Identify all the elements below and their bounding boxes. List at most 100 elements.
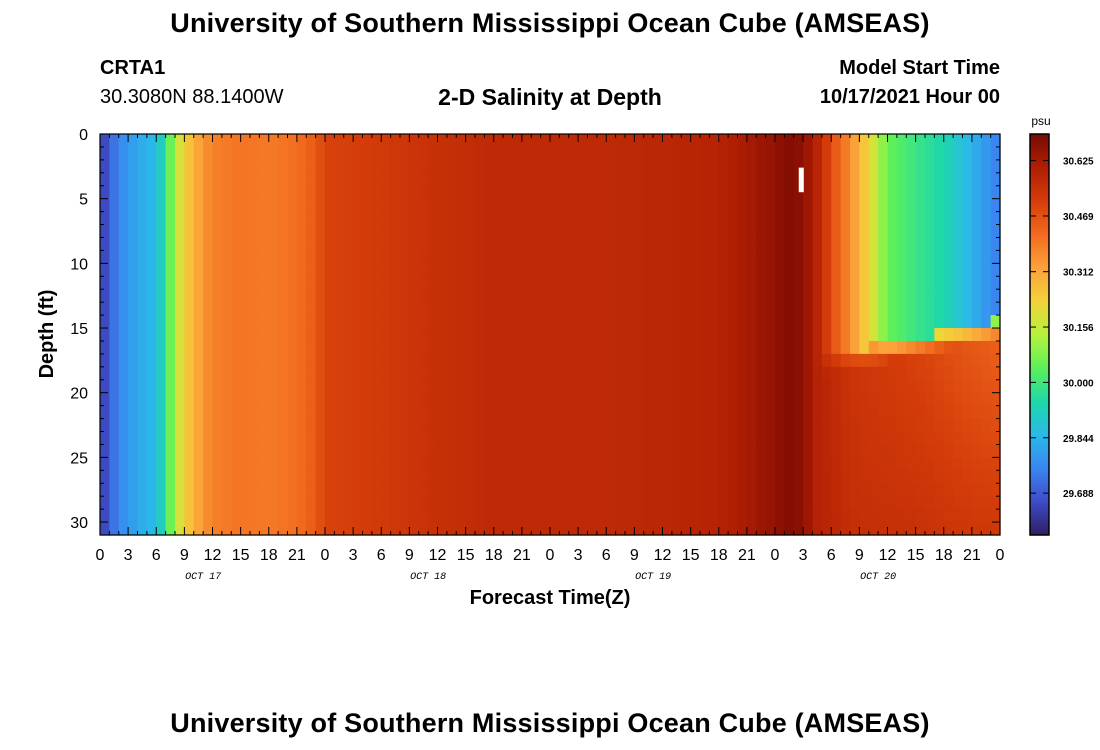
heatmap-cell — [296, 172, 307, 187]
heatmap-cell — [428, 211, 439, 226]
heatmap-cell — [371, 483, 382, 497]
heatmap-cell — [690, 185, 701, 200]
heatmap-cell — [981, 457, 992, 471]
heatmap-cell — [925, 353, 935, 368]
heatmap-cell — [465, 315, 476, 329]
heatmap-cell — [896, 211, 907, 226]
heatmap-cell — [981, 340, 992, 355]
heatmap-cell — [934, 315, 945, 329]
heatmap-cell — [906, 211, 917, 226]
heatmap-cell — [221, 328, 232, 342]
heatmap-cell — [128, 366, 139, 381]
heatmap-cell — [671, 496, 682, 510]
heatmap-cell — [531, 224, 542, 239]
heatmap-cell — [793, 276, 804, 290]
heatmap-cell — [193, 509, 204, 523]
heatmap-cell — [325, 198, 335, 213]
heatmap-cell — [193, 366, 204, 381]
heatmap-cell — [540, 353, 551, 368]
heatmap-cell — [203, 353, 214, 368]
heatmap-cell — [259, 224, 270, 239]
heatmap-cell — [915, 172, 926, 187]
heatmap-cell — [953, 224, 964, 239]
heatmap-cell — [250, 509, 260, 523]
heatmap-cell — [315, 366, 326, 381]
heatmap-cell — [118, 418, 129, 433]
heatmap-cell — [400, 134, 410, 148]
heatmap-cell — [540, 198, 551, 213]
heatmap-cell — [990, 289, 1001, 303]
heatmap-cell — [315, 289, 326, 303]
heatmap-cell — [475, 185, 485, 200]
heatmap-cell — [587, 496, 598, 510]
heatmap-cell — [325, 185, 335, 200]
heatmap-cell — [475, 405, 485, 420]
heatmap-cell — [840, 146, 851, 161]
heatmap-cell — [512, 444, 523, 458]
heatmap-cell — [775, 483, 785, 497]
heatmap-cell — [606, 496, 617, 510]
heatmap-cell — [934, 522, 945, 536]
heatmap-cell — [334, 276, 345, 290]
heatmap-cell — [325, 237, 335, 252]
heatmap-cell — [456, 276, 467, 290]
heatmap-cell — [653, 340, 664, 355]
heatmap-cell — [503, 457, 514, 471]
heatmap-cell — [878, 366, 889, 381]
heatmap-cell — [390, 224, 401, 239]
heatmap-cell — [353, 263, 364, 277]
heatmap-cell — [728, 457, 739, 471]
heatmap-cell — [896, 522, 907, 536]
heatmap-cell — [503, 470, 514, 484]
heatmap-cell — [578, 509, 589, 523]
heatmap-cell — [475, 418, 485, 433]
heatmap-cell — [240, 431, 251, 446]
heatmap-cell — [550, 302, 560, 316]
heatmap-cell — [175, 172, 185, 187]
heatmap-cell — [278, 431, 289, 446]
heatmap-cell — [146, 496, 157, 510]
heatmap-cell — [550, 522, 560, 536]
heatmap-cell — [578, 366, 589, 381]
heatmap-cell — [193, 340, 204, 355]
heatmap-cell — [268, 172, 279, 187]
heatmap-cell — [128, 315, 139, 329]
heatmap-cell — [128, 276, 139, 290]
heatmap-cell — [437, 431, 448, 446]
heatmap-cell — [625, 457, 635, 471]
heatmap-cell — [156, 405, 167, 420]
heatmap-cell — [109, 185, 120, 200]
heatmap-cell — [606, 405, 617, 420]
heatmap-cell — [812, 276, 823, 290]
heatmap-cell — [278, 444, 289, 458]
heatmap-cell — [662, 198, 673, 213]
heatmap-cell — [840, 185, 851, 200]
heatmap-cell — [446, 237, 457, 252]
heatmap-cell — [859, 379, 870, 394]
heatmap-cell — [765, 470, 776, 484]
heatmap-cell — [981, 418, 992, 433]
heatmap-cell — [278, 457, 289, 471]
heatmap-cell — [812, 496, 823, 510]
heatmap-cell — [587, 250, 598, 264]
heatmap-cell — [775, 146, 785, 161]
heatmap-cell — [887, 263, 898, 277]
heatmap-cell — [184, 392, 195, 407]
heatmap-cell — [943, 340, 954, 355]
heatmap-cell — [746, 392, 757, 407]
heatmap-cell — [803, 353, 814, 368]
heatmap-cell — [643, 522, 654, 536]
heatmap-cell — [306, 159, 317, 174]
heatmap-cell — [981, 276, 992, 290]
heatmap-cell — [315, 159, 326, 174]
heatmap-cell — [343, 340, 354, 355]
heatmap-cell — [934, 509, 945, 523]
heatmap-cell — [671, 431, 682, 446]
heatmap-cell — [606, 392, 617, 407]
heatmap-cell — [868, 185, 879, 200]
heatmap-cell — [840, 276, 851, 290]
heatmap-cell — [625, 237, 635, 252]
heatmap-cell — [100, 276, 110, 290]
heatmap-cell — [653, 159, 664, 174]
heatmap-cell — [718, 509, 729, 523]
